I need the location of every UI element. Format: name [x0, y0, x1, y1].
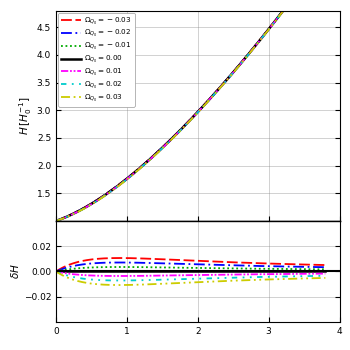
Legend: $\Omega_{Q_0} = -0.03$, $\Omega_{Q_0} = -0.02$, $\Omega_{Q_0} = -0.01$, $\Omega_: $\Omega_{Q_0} = -0.03$, $\Omega_{Q_0} = … — [58, 13, 135, 106]
Y-axis label: $\delta H$: $\delta H$ — [9, 264, 21, 279]
Y-axis label: $H\,[H_0^{-1}]$: $H\,[H_0^{-1}]$ — [17, 97, 34, 135]
